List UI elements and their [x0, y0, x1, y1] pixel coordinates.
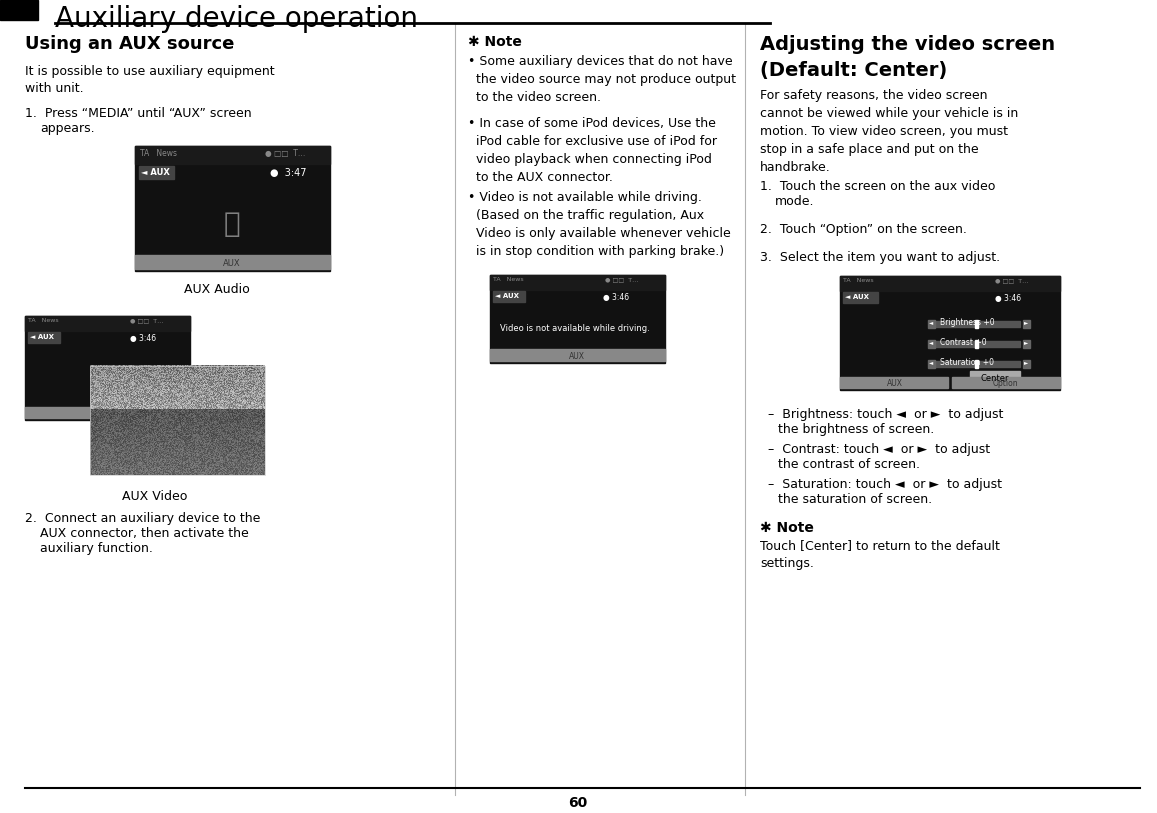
Bar — [840, 276, 1060, 390]
Text: Brightness +0: Brightness +0 — [939, 318, 995, 327]
Bar — [928, 320, 935, 328]
Text: Option: Option — [993, 380, 1018, 389]
Bar — [491, 275, 665, 363]
Text: • Some auxiliary devices that do not have
  the video source may not produce out: • Some auxiliary devices that do not hav… — [467, 54, 736, 104]
Text: ● 3:46: ● 3:46 — [130, 333, 156, 342]
Bar — [25, 315, 190, 420]
Text: ◄ AUX: ◄ AUX — [845, 293, 869, 300]
Text: Using an AUX source: Using an AUX source — [25, 35, 235, 53]
Text: ◄: ◄ — [929, 359, 934, 364]
Bar — [935, 320, 1020, 327]
Bar — [1023, 359, 1030, 367]
Text: ● □□  T…: ● □□ T… — [265, 150, 305, 159]
Text: appears.: appears. — [40, 121, 95, 134]
Text: the brightness of screen.: the brightness of screen. — [778, 424, 934, 437]
Text: ● □□  T…: ● □□ T… — [605, 277, 639, 282]
Text: AUX connector, then activate the: AUX connector, then activate the — [40, 527, 249, 540]
Text: It is possible to use auxiliary equipment
with unit.: It is possible to use auxiliary equipmen… — [25, 65, 274, 95]
Text: –  Contrast: touch ◄  or ►  to adjust: – Contrast: touch ◄ or ► to adjust — [760, 443, 990, 456]
Bar — [970, 371, 1020, 382]
Text: mode.: mode. — [775, 195, 815, 208]
Text: ►: ► — [1024, 359, 1029, 364]
Text: ◄: ◄ — [929, 340, 934, 345]
Text: TA   News: TA News — [28, 318, 59, 323]
Bar — [0, 0, 38, 20]
Bar — [1023, 340, 1030, 348]
Bar — [90, 366, 265, 475]
Text: ◄ AUX: ◄ AUX — [495, 293, 519, 299]
Text: Saturation +0: Saturation +0 — [939, 358, 994, 367]
Bar — [975, 359, 978, 367]
Text: 1.  Press “MEDIA” until “AUX” screen: 1. Press “MEDIA” until “AUX” screen — [25, 107, 251, 120]
Bar — [25, 315, 190, 331]
Text: Adjusting the video screen: Adjusting the video screen — [760, 35, 1055, 54]
Bar — [975, 340, 978, 348]
Text: ● □□  T…: ● □□ T… — [995, 278, 1029, 283]
Text: Center: Center — [981, 373, 1009, 382]
Bar — [935, 341, 1020, 346]
Bar — [843, 292, 878, 302]
Bar — [840, 276, 1060, 291]
Bar — [928, 340, 935, 348]
Text: • In case of some iPod devices, Use the
  iPod cable for exclusive use of iPod f: • In case of some iPod devices, Use the … — [467, 116, 717, 184]
Text: AUX: AUX — [100, 411, 115, 416]
Bar — [928, 359, 935, 367]
Text: • Video is not available while driving.
  (Based on the traffic regulation, Aux
: • Video is not available while driving. … — [467, 191, 731, 259]
Bar — [935, 361, 1020, 367]
Text: Touch [Center] to return to the default
settings.: Touch [Center] to return to the default … — [760, 539, 1000, 570]
Bar — [135, 146, 330, 164]
Bar — [975, 320, 978, 328]
Text: ● □□  T…: ● □□ T… — [130, 318, 163, 323]
Text: AUX: AUX — [569, 351, 585, 361]
Text: 1.  Touch the screen on the aux video: 1. Touch the screen on the aux video — [760, 180, 995, 193]
Bar — [135, 255, 330, 269]
Text: AUX: AUX — [223, 259, 241, 268]
Text: ◄ AUX: ◄ AUX — [30, 333, 54, 340]
Text: ✱ Note: ✱ Note — [467, 35, 522, 49]
Text: Video is not available while driving.: Video is not available while driving. — [500, 324, 650, 333]
Text: TA   News: TA News — [493, 277, 524, 282]
Bar — [1023, 320, 1030, 328]
Text: ►: ► — [1024, 320, 1029, 324]
Text: ●  3:47: ● 3:47 — [270, 168, 307, 178]
Text: TA   News: TA News — [140, 150, 177, 159]
Text: 2.  Connect an auxiliary device to the: 2. Connect an auxiliary device to the — [25, 512, 260, 525]
Text: AUX Audio: AUX Audio — [184, 283, 250, 296]
Text: AUX: AUX — [887, 380, 902, 389]
Text: 3.  Select the item you want to adjust.: 3. Select the item you want to adjust. — [760, 251, 1000, 264]
Text: ►: ► — [1024, 340, 1029, 345]
Text: ● 3:46: ● 3:46 — [995, 293, 1022, 302]
Text: For safety reasons, the video screen
cannot be viewed while your vehicle is in
m: For safety reasons, the video screen can… — [760, 89, 1018, 174]
Bar — [840, 376, 948, 389]
Bar — [139, 167, 174, 180]
Text: Contrast +0: Contrast +0 — [939, 337, 987, 346]
Text: the contrast of screen.: the contrast of screen. — [778, 459, 920, 472]
Bar — [491, 349, 665, 361]
Bar — [493, 291, 525, 302]
Text: (Default: Center): (Default: Center) — [760, 61, 948, 80]
Text: ✱ Note: ✱ Note — [760, 521, 813, 535]
Text: 2.  Touch “Option” on the screen.: 2. Touch “Option” on the screen. — [760, 223, 967, 236]
Text: TA   News: TA News — [843, 278, 874, 283]
Text: Auxiliary device operation: Auxiliary device operation — [56, 5, 418, 33]
Bar — [28, 332, 60, 342]
Text: ◄: ◄ — [929, 320, 934, 324]
Text: ◄ AUX: ◄ AUX — [141, 168, 170, 177]
Text: –  Saturation: touch ◄  or ►  to adjust: – Saturation: touch ◄ or ► to adjust — [760, 478, 1002, 491]
Text: AUX Video: AUX Video — [123, 490, 187, 503]
Text: 60: 60 — [568, 796, 588, 810]
Text: 🔊: 🔊 — [223, 210, 241, 238]
Bar — [952, 376, 1060, 389]
Text: the saturation of screen.: the saturation of screen. — [778, 493, 933, 506]
Text: auxiliary function.: auxiliary function. — [40, 541, 153, 554]
Bar — [491, 275, 665, 290]
Bar — [135, 146, 330, 271]
Bar — [25, 407, 190, 419]
Text: ● 3:46: ● 3:46 — [603, 293, 629, 302]
Text: –  Brightness: touch ◄  or ►  to adjust: – Brightness: touch ◄ or ► to adjust — [760, 408, 1003, 421]
